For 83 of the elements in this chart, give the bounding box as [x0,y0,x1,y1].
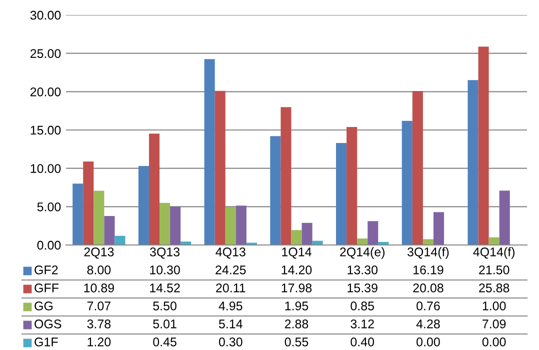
bar [291,230,302,245]
bar [138,166,149,245]
y-tick-label: 5.00 [37,202,61,212]
bar [236,206,246,245]
data-label: 0.85 [350,302,374,310]
bar [422,239,434,245]
bar [499,190,510,245]
bar [72,184,84,245]
data-label: 17.98 [282,284,312,292]
x-tick-label: 2Q13 [84,248,114,259]
bar [412,91,423,245]
bar [357,238,368,245]
data-label: 5.14 [218,320,242,328]
bar [468,80,478,245]
bar [160,202,170,245]
bar [488,237,500,245]
bar [104,216,115,245]
x-tick-label: 4Q14(f) [473,247,514,259]
y-tick-label: 15.00 [30,126,61,135]
bar [225,207,236,245]
legend-label: GF2 [34,266,58,274]
data-label: 24.25 [216,266,246,274]
data-label: 16.19 [414,266,444,274]
data-label: 5.01 [153,320,176,328]
data-label: 10.30 [150,266,180,274]
data-label: 21.50 [479,266,510,274]
legend-label: G1F [34,338,58,346]
data-label: 0.00 [416,338,440,346]
data-label: 4.95 [218,302,242,310]
y-tick-label: 30.00 [30,10,61,20]
legend-label: OGS [34,320,62,328]
data-label: 7.07 [87,302,110,310]
data-label: 14.52 [150,284,180,292]
data-label: 10.89 [84,284,114,292]
x-tick-label: 3Q13 [150,248,180,259]
bar [204,59,215,245]
bar [170,206,181,245]
bar [478,46,489,245]
data-label: 3.12 [350,320,374,328]
data-label: 7.09 [482,320,506,328]
bar [433,212,444,245]
y-tick-label: 25.00 [30,49,61,58]
data-label: 0.40 [350,338,374,346]
data-label: 20.08 [413,284,444,292]
data-label: 4.28 [416,320,440,328]
legend-label: GG [34,302,53,310]
data-label: 0.00 [482,338,506,346]
bar [280,107,292,245]
bar [402,120,412,245]
bar [270,136,281,245]
bar [114,236,126,245]
data-label: 2.88 [284,320,308,328]
data-label: 1.20 [88,338,111,346]
y-tick-label: 10.00 [30,164,61,173]
bar [214,90,226,245]
data-label: 0.76 [416,302,440,310]
x-tick-label: 4Q13 [216,248,246,259]
data-label: 1.00 [482,302,506,310]
data-label: 0.45 [153,338,176,346]
legend-label: GFF [34,284,58,292]
x-tick-label: 3Q14(f) [408,247,449,259]
bar [346,127,358,245]
y-tick-label: 20.00 [30,87,61,96]
data-label: 1.95 [285,302,308,310]
bar [148,134,160,245]
x-tick-label: 2Q14(e) [340,247,385,259]
y-tick-label: 0.00 [37,240,61,250]
data-label: 25.88 [479,284,510,292]
data-label: 5.50 [153,302,176,310]
data-label: 8.00 [87,266,111,274]
bar [94,190,104,245]
data-label: 14.20 [282,266,312,274]
bar [336,143,347,245]
bar [83,162,94,245]
bar [302,222,312,245]
data-label: 15.39 [348,284,378,292]
data-label: 13.30 [348,266,378,274]
x-tick-label: 1Q14 [282,248,312,259]
bar [368,221,378,245]
data-label: 20.11 [216,284,246,292]
data-label: 0.55 [284,338,308,346]
data-label: 0.30 [218,338,242,346]
data-label: 3.78 [87,320,111,328]
